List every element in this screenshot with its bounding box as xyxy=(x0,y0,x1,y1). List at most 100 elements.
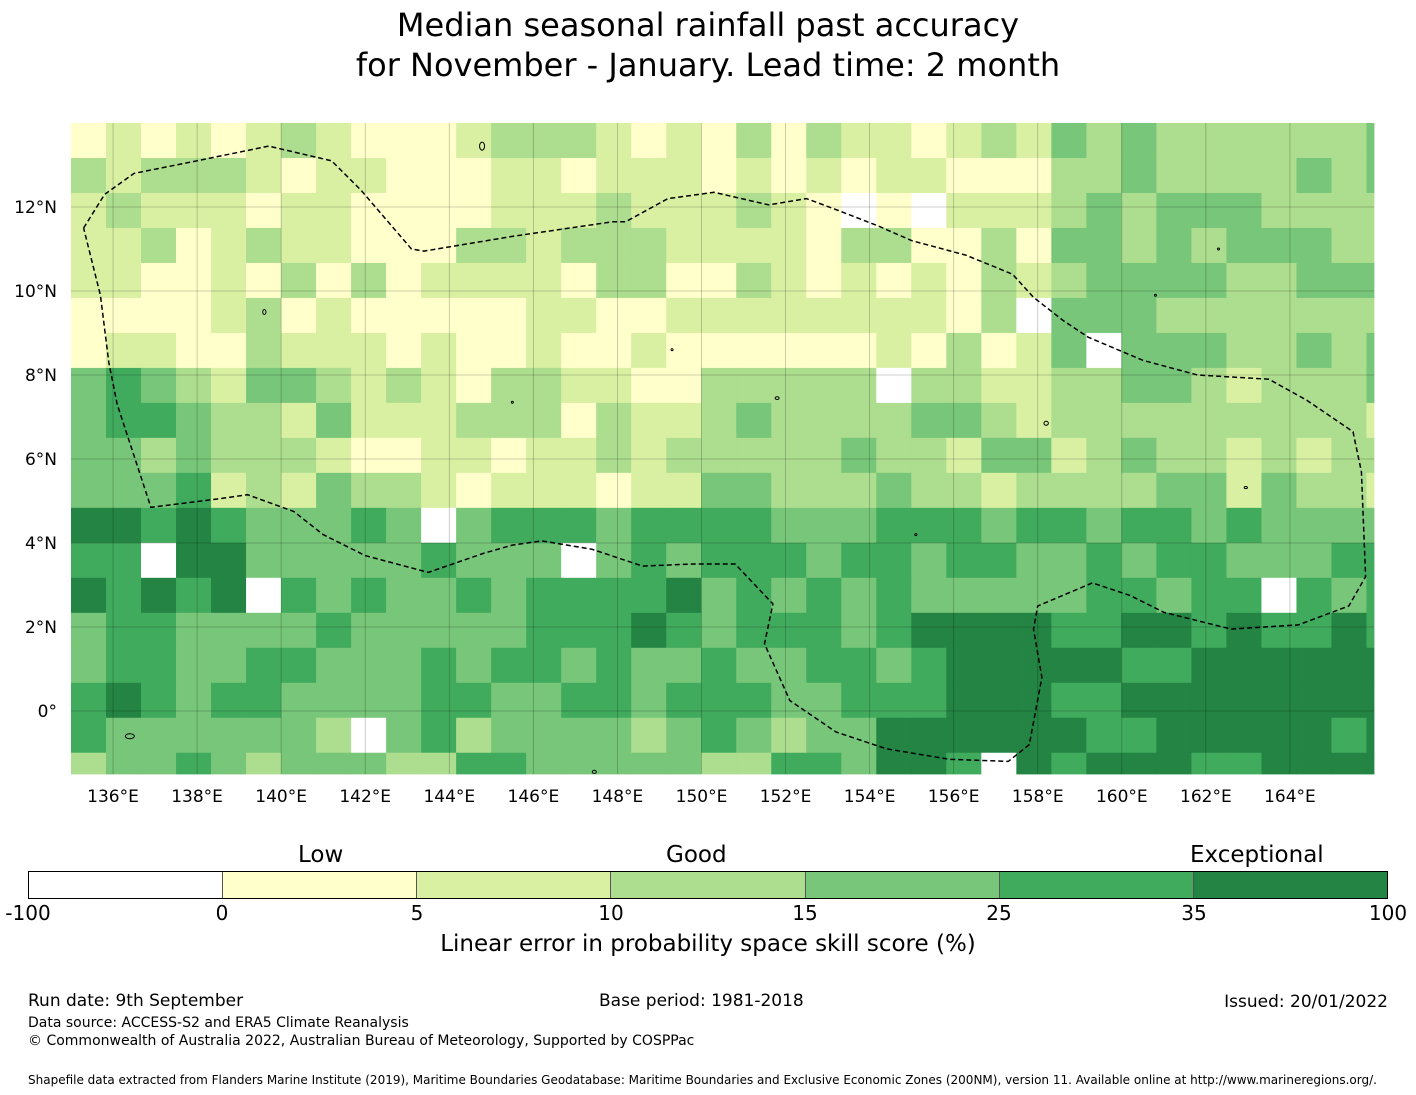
grid-cell xyxy=(1226,192,1262,229)
grid-cell xyxy=(1296,192,1332,229)
longitude-tick-label: 148°E xyxy=(592,787,644,807)
grid-cell xyxy=(806,577,842,614)
grid-cell xyxy=(1086,332,1122,369)
grid-cell xyxy=(1086,472,1122,509)
grid-cell xyxy=(1366,157,1375,194)
grid-cell xyxy=(1261,472,1297,509)
colorbar-tick: 100 xyxy=(1368,901,1408,925)
grid-cell xyxy=(316,542,352,579)
grid-cell xyxy=(421,507,457,544)
grid-cell xyxy=(246,507,282,544)
grid-cell xyxy=(876,647,912,684)
grid-cell xyxy=(946,227,982,264)
colorbar-segment xyxy=(29,872,224,898)
grid-cell xyxy=(1366,192,1375,229)
grid-cell xyxy=(561,227,597,264)
grid-cell xyxy=(981,157,1017,194)
colorbar-segment xyxy=(223,872,418,898)
grid-cell xyxy=(561,123,597,159)
grid-cell xyxy=(771,472,807,509)
grid-cell xyxy=(876,752,912,775)
grid-cell xyxy=(211,192,247,229)
longitude-tick-label: 152°E xyxy=(760,787,812,807)
longitude-tick-label: 140°E xyxy=(255,787,307,807)
grid-cell xyxy=(1086,647,1122,684)
grid-cell xyxy=(876,123,912,159)
grid-cell xyxy=(596,472,632,509)
grid-cell xyxy=(596,752,632,775)
grid-cell xyxy=(526,437,562,474)
grid-cell xyxy=(1296,542,1332,579)
colorbar-segment xyxy=(417,872,612,898)
grid-cell xyxy=(106,647,142,684)
grid-cell xyxy=(596,507,632,544)
grid-cell xyxy=(211,542,247,579)
grid-cell xyxy=(911,332,947,369)
grid-cell xyxy=(1296,262,1332,299)
longitude-tick-label: 164°E xyxy=(1264,787,1316,807)
grid-cell xyxy=(1051,332,1087,369)
grid-cell xyxy=(876,612,912,649)
run-date: Run date: 9th September xyxy=(28,991,244,1011)
grid-cell xyxy=(561,297,597,334)
grid-cell xyxy=(701,717,737,754)
grid-cell xyxy=(736,542,772,579)
grid-cell xyxy=(1191,542,1227,579)
longitude-tick-label: 154°E xyxy=(844,787,896,807)
grid-cell xyxy=(1226,717,1262,754)
grid-cell xyxy=(771,227,807,264)
grid-cell xyxy=(386,752,422,775)
grid-cell xyxy=(386,507,422,544)
grid-cell xyxy=(1331,332,1367,369)
grid-cell xyxy=(1121,647,1157,684)
grid-cell xyxy=(841,367,877,404)
grid-cell xyxy=(841,123,877,159)
longitude-tick-label: 146°E xyxy=(508,787,560,807)
grid-cell xyxy=(1226,297,1262,334)
grid-cell xyxy=(386,402,422,439)
grid-cell xyxy=(876,332,912,369)
grid-cell xyxy=(1086,717,1122,754)
grid-cell xyxy=(1366,332,1375,369)
grid-cell xyxy=(1261,752,1297,775)
grid-cell xyxy=(596,367,632,404)
grid-cell xyxy=(666,472,702,509)
grid-cell xyxy=(771,612,807,649)
grid-cell xyxy=(561,752,597,775)
grid-cell xyxy=(596,332,632,369)
grid-cell xyxy=(106,402,142,439)
grid-cell xyxy=(1366,227,1375,264)
grid-cell xyxy=(456,332,492,369)
grid-cell xyxy=(1121,227,1157,264)
grid-cell xyxy=(211,227,247,264)
shapefile-credit: Shapefile data extracted from Flanders M… xyxy=(28,1073,1377,1087)
grid-cell xyxy=(421,157,457,194)
grid-cell xyxy=(946,612,982,649)
grid-cell xyxy=(386,542,422,579)
grid-cell xyxy=(771,192,807,229)
grid-cell xyxy=(631,612,667,649)
grid-cell xyxy=(701,332,737,369)
grid-cell xyxy=(1191,157,1227,194)
grid-cell xyxy=(1051,752,1087,775)
grid-cell xyxy=(316,332,352,369)
grid-cell xyxy=(1121,157,1157,194)
grid-cell xyxy=(1051,367,1087,404)
grid-cell xyxy=(176,332,212,369)
grid-cell xyxy=(71,682,107,719)
grid-cell xyxy=(911,752,947,775)
grid-cell xyxy=(911,367,947,404)
grid-cell xyxy=(351,297,387,334)
longitude-tick-label: 142°E xyxy=(339,787,391,807)
grid-cell xyxy=(666,507,702,544)
grid-cell xyxy=(386,717,422,754)
grid-cell xyxy=(1191,123,1227,159)
grid-cell xyxy=(281,647,317,684)
grid-cell xyxy=(1261,647,1297,684)
grid-cell xyxy=(421,647,457,684)
grid-cell xyxy=(1226,647,1262,684)
grid-cell xyxy=(736,227,772,264)
grid-cell xyxy=(1261,612,1297,649)
grid-cell xyxy=(1156,332,1192,369)
grid-cell xyxy=(456,437,492,474)
